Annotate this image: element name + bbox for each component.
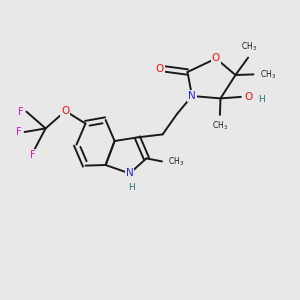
- Text: O: O: [212, 53, 220, 64]
- Text: H: H: [128, 183, 134, 192]
- Text: N: N: [126, 168, 134, 178]
- Text: CH$_3$: CH$_3$: [260, 68, 276, 81]
- Text: O: O: [244, 92, 252, 102]
- Text: CH$_3$: CH$_3$: [212, 120, 228, 133]
- Text: CH$_3$: CH$_3$: [241, 41, 257, 53]
- Text: O: O: [61, 106, 70, 116]
- Text: N: N: [188, 91, 196, 101]
- Text: H: H: [258, 94, 265, 103]
- Text: O: O: [156, 64, 164, 74]
- Text: F: F: [16, 127, 21, 137]
- Text: F: F: [30, 150, 36, 160]
- Text: CH$_3$: CH$_3$: [168, 155, 184, 168]
- Text: F: F: [18, 106, 24, 117]
